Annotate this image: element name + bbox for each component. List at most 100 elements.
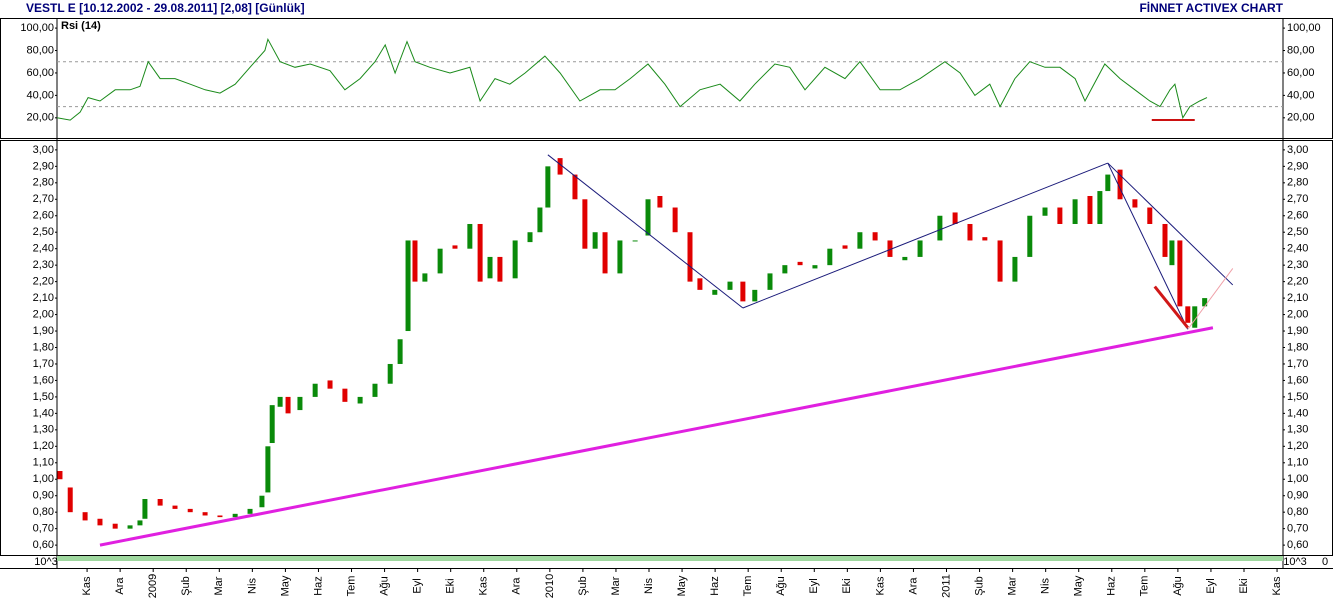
candle [82,512,88,521]
candle [592,232,598,249]
candle [477,223,483,282]
x-tick-label: Tem [345,576,357,597]
candle [672,207,678,233]
x-tick-label: Haz [312,576,324,596]
candle [812,265,818,269]
candle [327,380,333,389]
x-tick-label: Ağu [1172,576,1184,596]
candle [1097,191,1103,224]
x-tick-label: Ara [511,577,523,595]
x-tick-label: Haz [709,576,721,596]
y-tick-label: 2,00 [33,308,54,320]
y-tick-label-right: 1,80 [1287,341,1308,353]
candle [527,232,533,243]
x-tick-label: Kas [478,576,490,595]
y-tick-label: 1,40 [33,407,54,419]
candle [277,396,283,407]
candle [452,245,458,249]
candle [412,240,418,282]
trend-line [1153,285,1189,329]
y-tick-label: 3,00 [33,144,54,156]
candle [697,278,703,290]
candle [265,446,271,493]
candle [952,212,958,224]
x-tick-label: Eyl [412,578,424,593]
candle [357,396,363,404]
x-tick-label: Eki [445,578,457,593]
candle [982,237,988,241]
candle [259,495,265,508]
y-tick-label-right: 20,00 [1287,112,1315,124]
candle [767,273,773,290]
y-tick-label: 40,00 [26,89,54,101]
x-tick-label: May [676,575,688,596]
x-tick-label: Eyl [1205,578,1217,593]
candle [312,383,318,397]
candle [887,240,893,257]
candle [405,240,411,332]
x-tick-label: Şub [973,576,985,596]
y-tick-label: 1,10 [33,457,54,469]
rsi-line [56,37,1208,121]
y-tick-label-right: 1,20 [1287,440,1308,452]
candle [285,396,291,414]
candle [997,240,1003,282]
candle [269,405,275,444]
trend-line [547,154,744,309]
candle [1105,174,1111,192]
candle [467,223,473,249]
y-tick-label-right: 40,00 [1287,89,1315,101]
y-tick-label: 0,60 [33,539,54,551]
candle [1057,207,1063,224]
y-tick-label-right: 0,70 [1287,523,1308,535]
trend-line [99,326,1214,547]
y-tick-label-right: 1,30 [1287,424,1308,436]
x-tick-label: Eki [841,578,853,593]
x-tick-label: Tem [1139,576,1151,597]
y-tick-label-right: 2,00 [1287,308,1308,320]
candle [872,232,878,241]
y-tick-label-right: 3,00 [1287,144,1308,156]
y-tick-label-right: 60,00 [1287,67,1315,79]
x-tick-label: Kas [874,576,886,595]
x-tick-label: Ağu [378,576,390,596]
legend-label: Rsi (14) [61,20,101,32]
candle [782,265,788,274]
candle [572,174,578,200]
x-tick-label: Ağu [775,576,787,596]
candle [202,512,208,516]
x-tick-label: Mar [213,576,225,595]
x-tick-label: Nis [246,578,258,594]
x-tick-label: Ara [114,577,126,595]
candle [157,499,163,506]
y-tick-label: 2,40 [33,243,54,255]
y-tick-label-right: 2,60 [1287,210,1308,222]
candle [545,166,551,208]
candle [917,240,923,257]
trend-line [1107,162,1189,330]
candle [372,383,378,397]
y-tick-label: 1,70 [33,358,54,370]
candle [512,240,518,279]
candle [397,339,403,364]
y-tick-label: 1,90 [33,325,54,337]
y-tick-label: 2,90 [33,160,54,172]
y-tick-label-right: 1,70 [1287,358,1308,370]
candle [645,199,651,236]
candle [602,232,608,274]
candle [422,273,428,282]
candle [632,240,638,242]
trend-line [1107,162,1234,286]
y-tick-label-right: 1,40 [1287,407,1308,419]
candle [137,520,143,526]
candle [687,232,693,282]
candle [487,256,493,279]
trend-line [742,162,1108,309]
candle [842,245,848,249]
y-tick-label: 0,90 [33,490,54,502]
brand: FİNNET ACTIVEX CHART [1139,0,1283,15]
y-tick-label: 20,00 [26,112,54,124]
candle [1132,199,1138,208]
y-tick-label: 2,60 [33,210,54,222]
y-tick-label-right: 1,50 [1287,391,1308,403]
